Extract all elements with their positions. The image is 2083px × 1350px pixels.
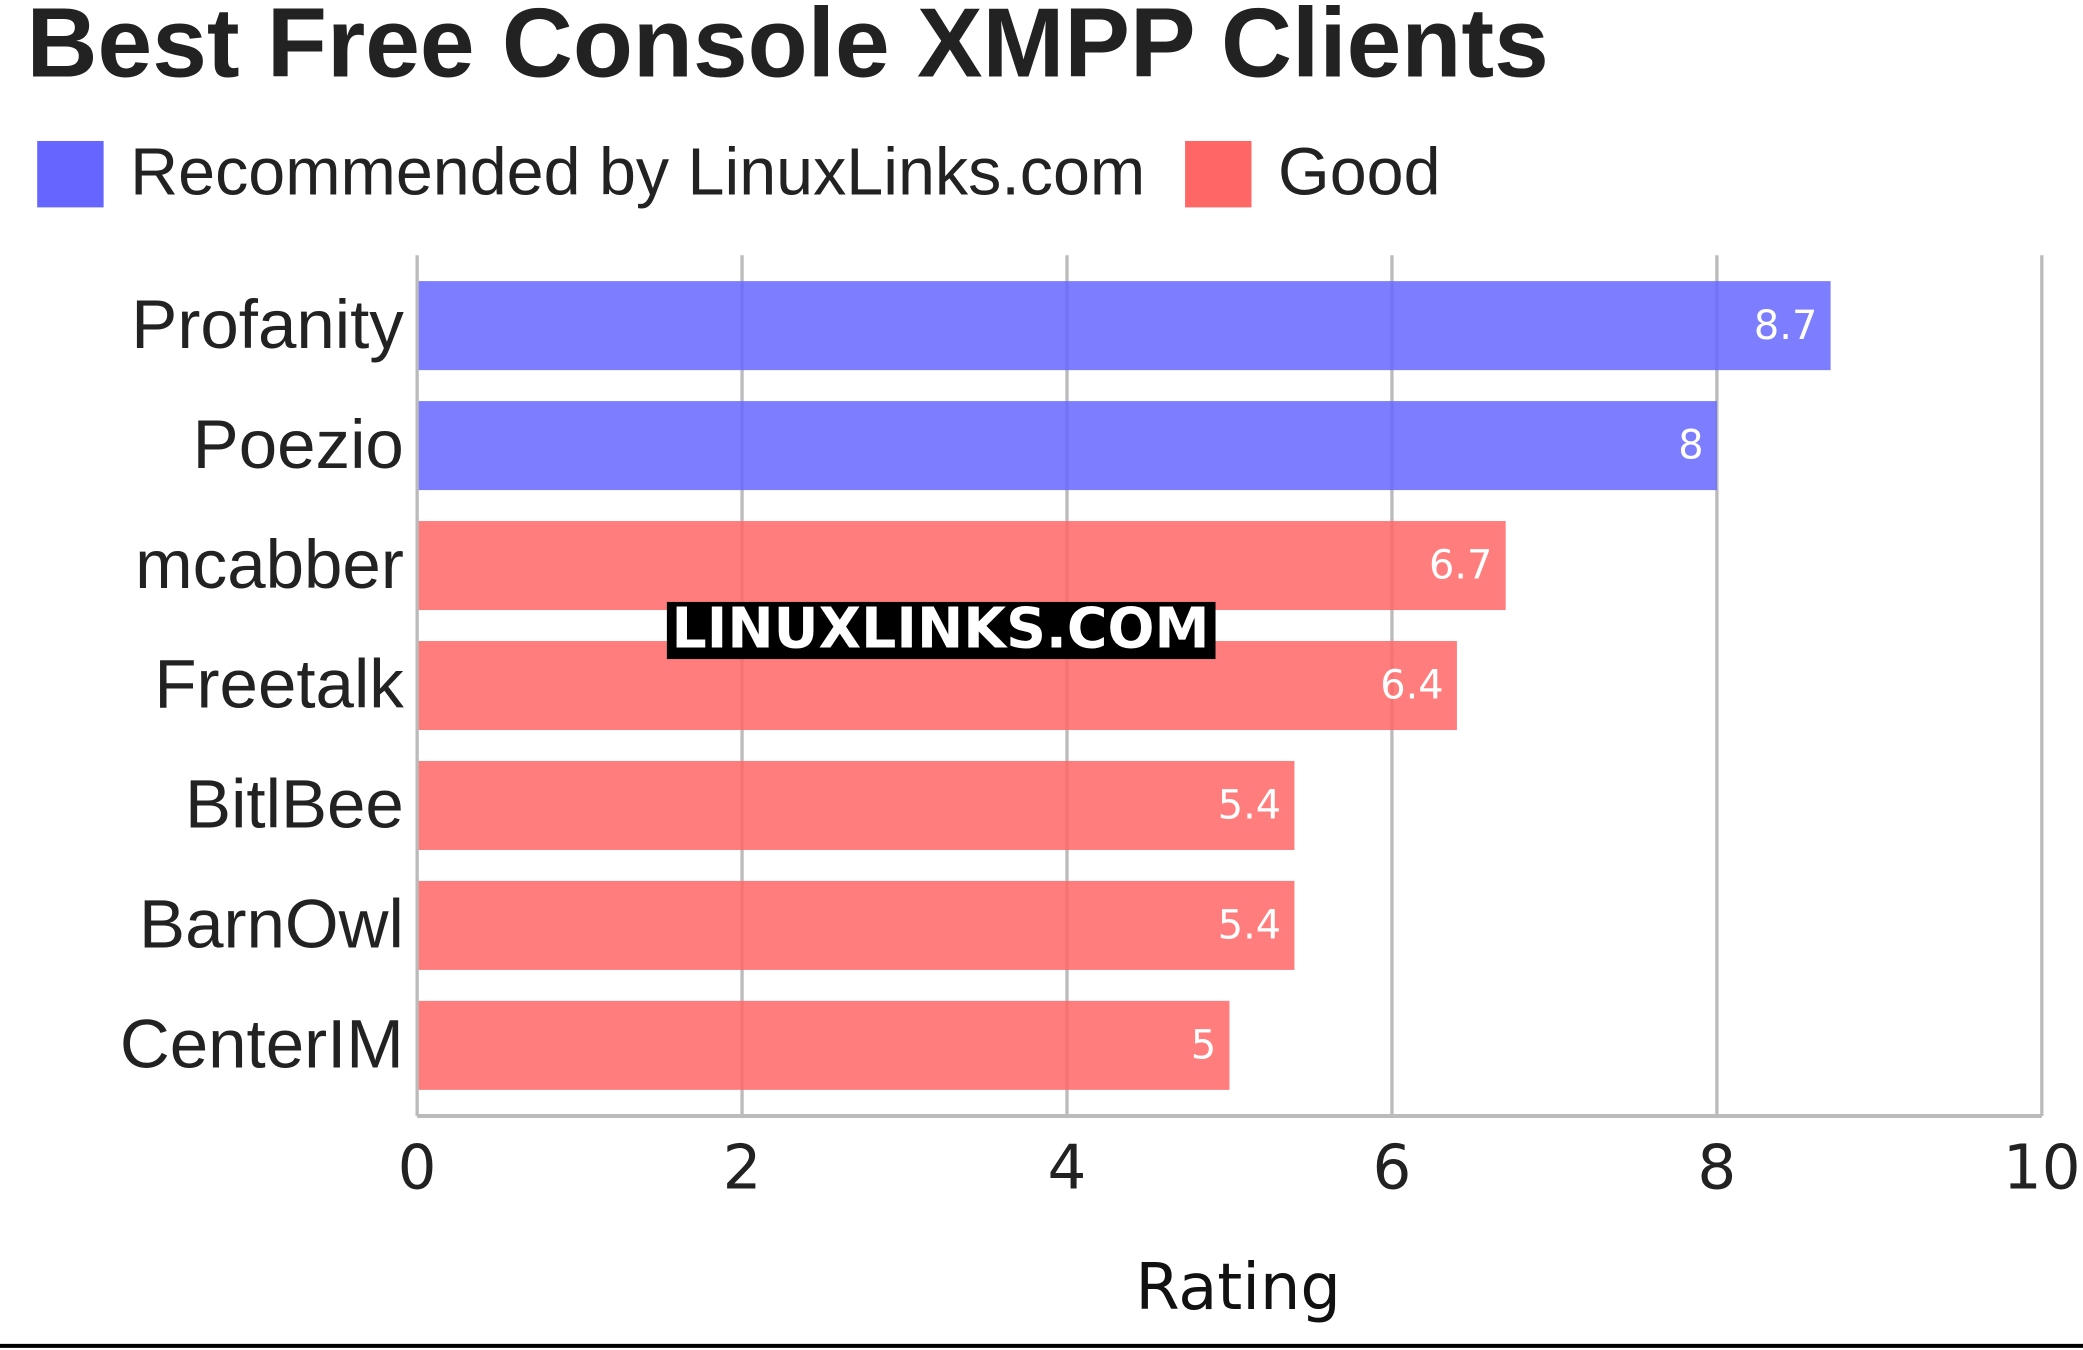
y-tick-label: mcabber: [135, 525, 404, 603]
value-label: 6.7: [1429, 543, 1492, 589]
value-label: 5.4: [1218, 783, 1281, 829]
bar: [417, 1000, 1230, 1090]
x-tick-label: 0: [398, 1132, 437, 1203]
y-tick-label: Freetalk: [154, 645, 404, 723]
bar: [417, 880, 1295, 970]
legend-label: Recommended by LinuxLinks.com: [130, 135, 1145, 209]
value-label: 8.7: [1754, 303, 1817, 349]
value-label: 8: [1678, 423, 1703, 469]
value-label: 5: [1191, 1023, 1216, 1069]
y-tick-label: Profanity: [131, 285, 404, 363]
watermark: LINUXLINKS.COM: [672, 597, 1210, 662]
chart-title: Best Free Console XMPP Clients: [27, 0, 1549, 98]
legend-swatch: [37, 140, 104, 208]
bar: [417, 401, 1717, 491]
watermark-box: [666, 601, 1216, 660]
bar: [417, 521, 1506, 611]
x-tick-label: 4: [1048, 1132, 1087, 1203]
y-tick-label: Poezio: [193, 405, 404, 483]
value-label: 6.4: [1380, 663, 1443, 709]
x-tick-label: 2: [723, 1132, 762, 1203]
x-axis-title: Rating: [1135, 1251, 1341, 1325]
bar: [417, 281, 1831, 371]
value-label: 5.4: [1218, 903, 1281, 949]
x-tick-label: 8: [1697, 1132, 1736, 1203]
y-tick-label: BarnOwl: [139, 885, 404, 963]
x-tick-label: 10: [2003, 1132, 2081, 1203]
y-tick-label: BitlBee: [185, 765, 404, 843]
x-tick-label: 6: [1373, 1132, 1412, 1203]
y-tick-label: CenterIM: [120, 1005, 404, 1083]
legend-label: Good: [1278, 135, 1440, 209]
legend-swatch: [1185, 140, 1252, 208]
bar: [417, 760, 1295, 850]
